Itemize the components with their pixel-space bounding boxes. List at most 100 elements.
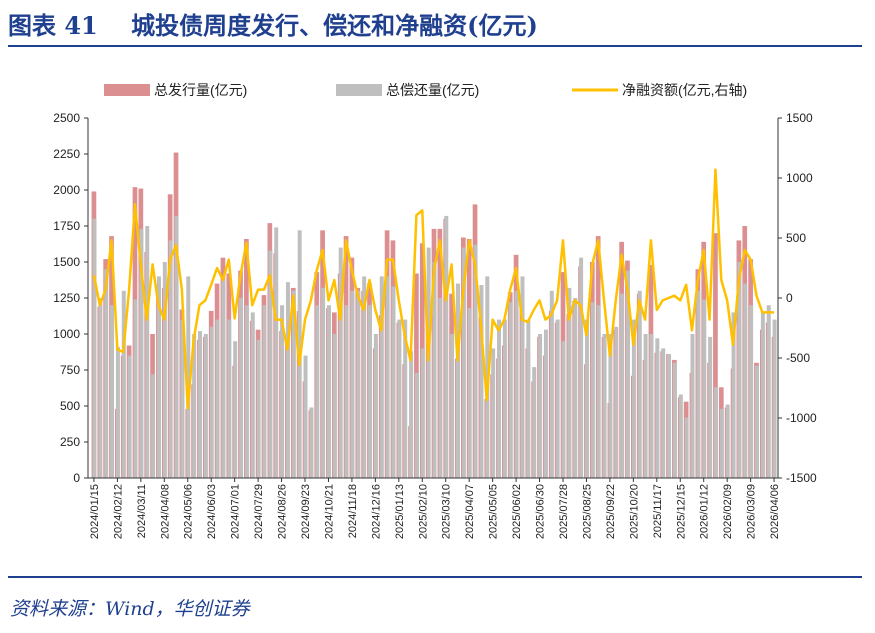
right-tick-label: 500 [786,231,806,245]
right-tick-label: 1000 [786,171,813,185]
repayment-bar [626,270,631,478]
repayment-bar [532,367,537,478]
repayment-bar [420,348,425,478]
x-tick-label: 2025/11/17 [652,484,664,538]
x-tick-label: 2024/05/06 [183,484,195,539]
repayment-bar [326,305,331,478]
repayment-bar [186,276,191,478]
repayment-bar [749,305,754,478]
repayment-bar [520,276,525,478]
repayment-bar [139,228,144,478]
repayment-bar [602,334,607,478]
repayment-bar [555,319,560,478]
legend-label: 总发行量(亿元) [154,82,247,98]
repayment-bar [708,336,713,478]
repayment-bar [121,290,126,478]
x-tick-label: 2025/05/05 [488,484,500,539]
repayment-bar [702,299,707,478]
right-tick-label: 1500 [786,111,813,125]
repayment-bar [110,305,115,478]
x-tick-label: 2025/09/22 [605,484,617,539]
repayment-bar [239,298,244,478]
repayment-bar [391,286,396,478]
repayment-bar [227,319,232,478]
x-tick-label: 2026/01/12 [699,484,711,539]
repayment-bar [280,305,285,478]
repayment-bar [338,247,343,478]
repayment-bar [590,302,595,478]
left-tick-label: 500 [60,399,80,413]
repayment-bar [156,276,161,478]
repayment-bar [444,215,449,479]
repayment-bar [379,276,384,478]
repayment-bar [596,305,601,478]
left-tick-label: 2250 [53,147,80,161]
title-rule [8,45,862,47]
x-tick-label: 2025/06/02 [511,484,523,539]
repayment-bar [655,338,660,478]
x-tick-label: 2025/03/10 [441,484,453,539]
x-tick-label: 2024/03/11 [136,484,148,538]
repayment-bar [174,215,179,479]
repayment-bar [755,365,759,478]
repayment-bar [678,394,683,478]
repayment-bar [315,305,320,478]
repayment-bar [262,305,267,478]
repayment-bar [368,305,373,478]
repayment-bar [426,247,431,478]
repayment-bar [145,226,150,478]
repayment-bar [684,417,689,478]
net-financing-line [92,168,775,410]
repayment-bar [620,293,625,478]
repayment-bar [362,276,367,478]
repayment-bar [268,250,273,478]
x-tick-label: 2024/08/26 [277,484,289,539]
repayment-bar [567,287,572,478]
left-tick-label: 1250 [53,291,80,305]
repayment-bar [737,262,742,478]
x-tick-label: 2024/10/21 [323,484,335,539]
repayment-bar [497,319,502,478]
issuance-bar [713,233,718,478]
x-tick-label: 2025/02/10 [417,484,429,539]
x-tick-label: 2025/10/20 [628,484,640,539]
x-tick-label: 2024/12/16 [370,484,382,539]
left-tick-label: 750 [60,363,80,377]
x-tick-label: 2026/04/06 [769,484,781,539]
repayment-bar [403,319,408,478]
repayment-bar [198,331,202,478]
left-tick-label: 2000 [53,183,80,197]
repayment-bar [209,326,214,478]
source-note: 资料来源：Wind，华创证券 [10,598,250,620]
repayment-bar [221,279,226,478]
x-tick-label: 2024/01/15 [89,484,101,539]
repayment-bar [766,305,771,478]
repayment-bar [561,341,566,478]
repayment-bar [637,290,642,478]
repayment-bar [461,247,466,478]
x-tick-label: 2024/11/18 [347,484,359,538]
legend-swatch [104,84,150,96]
source-rule [8,576,862,578]
x-tick-label: 2024/02/12 [112,484,124,539]
repayment-bar [508,302,513,478]
repayment-bar [608,334,613,478]
repayment-bar [713,387,718,478]
legend-swatch [336,84,382,96]
repayment-bar [127,355,132,478]
repayment-bar [133,299,138,478]
repayment-bar [244,305,249,478]
repayment-bar [256,339,261,478]
repayment-bar [291,290,296,478]
repayment-bar [467,308,472,478]
repayment-bar [203,334,208,478]
repayment-bar [92,218,97,479]
repayment-bar [356,290,361,478]
x-tick-label: 2025/01/13 [394,484,406,539]
repayment-bar [579,257,584,478]
x-tick-label: 2025/06/30 [535,484,547,539]
x-tick-label: 2026/03/09 [746,484,758,539]
repayment-bar [309,407,314,478]
repayment-bar [192,334,197,478]
x-tick-label: 2026/02/09 [722,484,734,539]
